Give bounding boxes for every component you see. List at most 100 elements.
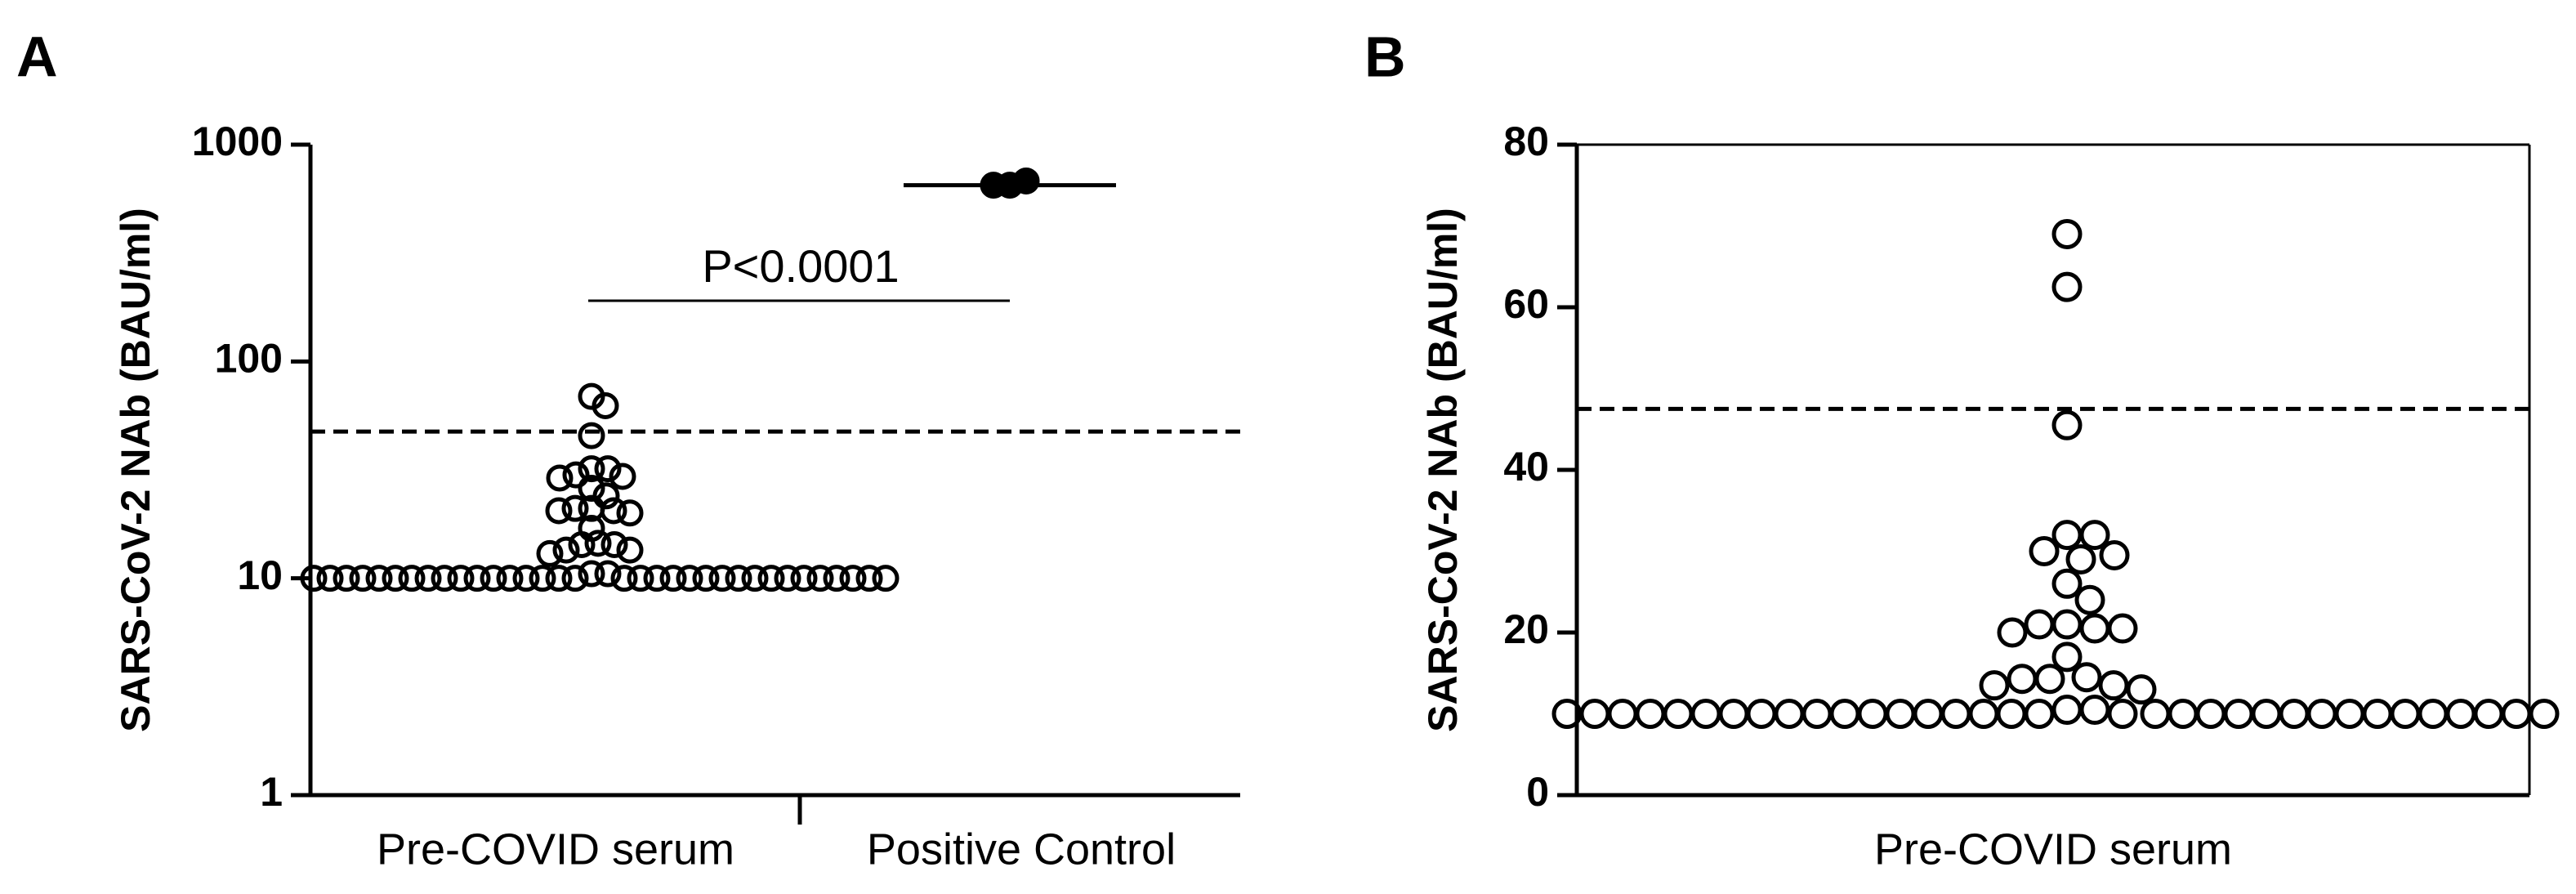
- data-point: [2251, 699, 2282, 729]
- data-point: [365, 565, 393, 592]
- data-point: [2126, 674, 2157, 705]
- data-point: [2445, 699, 2476, 729]
- data-point: [2418, 699, 2449, 729]
- data-point: [774, 565, 801, 592]
- data-point: [2334, 699, 2365, 729]
- data-point: [2051, 695, 2083, 726]
- data-point: [1551, 699, 1583, 729]
- data-point: [578, 475, 605, 503]
- data-point: [616, 536, 644, 564]
- data-point: [1718, 699, 1749, 729]
- data-point: [2390, 699, 2421, 729]
- data-point: [300, 565, 328, 592]
- data-point: [2099, 539, 2130, 570]
- data-point: [708, 565, 736, 592]
- data-point: [610, 565, 638, 592]
- data-point: [2501, 699, 2532, 729]
- data-point: [2107, 699, 2138, 729]
- x-tick-label: Pre-COVID serum: [377, 825, 734, 874]
- data-point: [1940, 699, 1971, 729]
- data-point: [594, 455, 622, 483]
- data-point: [545, 565, 573, 592]
- data-point: [2051, 520, 2083, 551]
- data-point: [2168, 699, 2199, 729]
- y-tick-label: 0: [1526, 769, 1549, 815]
- data-point: [529, 565, 556, 592]
- data-point: [609, 463, 636, 490]
- data-point: [431, 565, 458, 592]
- data-point: [536, 539, 564, 567]
- data-point: [463, 565, 491, 592]
- data-point: [2107, 613, 2138, 644]
- data-point: [1579, 699, 1610, 729]
- data-point: [578, 560, 605, 588]
- y-tick-label: 20: [1503, 606, 1549, 652]
- data-point: [659, 565, 687, 592]
- data-point: [2079, 520, 2110, 551]
- data-point: [2051, 218, 2083, 249]
- data-point: [545, 497, 573, 525]
- data-point: [1979, 670, 2010, 701]
- data-point: [561, 494, 589, 522]
- data-point: [2051, 609, 2083, 640]
- p-value: P<0.0001: [702, 240, 899, 292]
- data-point: [1774, 699, 1805, 729]
- data-point: [1663, 699, 1694, 729]
- y-tick-label: 1000: [192, 118, 283, 164]
- data-point: [2024, 609, 2055, 640]
- data-point: [2195, 699, 2226, 729]
- data-point: [414, 565, 442, 592]
- data-point: [2079, 613, 2110, 644]
- data-point: [592, 391, 619, 419]
- data-point: [382, 565, 409, 592]
- data-point: [600, 530, 628, 558]
- data-point: [2065, 543, 2096, 574]
- data-point: [839, 565, 867, 592]
- data-point: [2362, 699, 2393, 729]
- data-point: [1968, 699, 1999, 729]
- data-point: [1913, 699, 1944, 729]
- data-point: [1801, 699, 1833, 729]
- y-tick-label: 100: [215, 336, 283, 382]
- data-point: [2306, 699, 2337, 729]
- y-tick-label: 10: [237, 552, 283, 598]
- data-point: [496, 565, 524, 592]
- data-point: [2074, 584, 2105, 615]
- data-point: [2051, 409, 2083, 440]
- x-tick-label: Positive Control: [867, 825, 1176, 874]
- data-point: [1829, 699, 1860, 729]
- data-point: [512, 565, 540, 592]
- data-point: [855, 565, 883, 592]
- data-point: [627, 565, 654, 592]
- y-tick-label: 60: [1503, 281, 1549, 327]
- data-point: [2279, 699, 2310, 729]
- data-point: [823, 565, 850, 592]
- y-tick-label: 40: [1503, 444, 1549, 489]
- data-point: [2098, 670, 2129, 701]
- data-point: [600, 497, 627, 525]
- data-point: [561, 565, 589, 592]
- data-point: [2024, 699, 2055, 729]
- data-point: [2140, 699, 2171, 729]
- data-point: [1997, 617, 2028, 648]
- data-point: [578, 455, 605, 483]
- data-point: [1012, 167, 1040, 194]
- y-tick-label: 80: [1503, 118, 1549, 164]
- data-point: [568, 530, 596, 558]
- data-point: [546, 464, 574, 492]
- y-axis-label: SARS-CoV-2 NAb (BAU/ml): [1420, 208, 1466, 732]
- data-point: [316, 565, 344, 592]
- data-point: [741, 565, 769, 592]
- data-point: [790, 565, 818, 592]
- data-point: [552, 536, 580, 564]
- data-point: [1885, 699, 1916, 729]
- data-point: [2529, 699, 2560, 729]
- data-point: [2034, 664, 2065, 695]
- data-point: [2029, 536, 2060, 566]
- data-point: [584, 530, 612, 557]
- data-point: [2051, 271, 2083, 302]
- data-point: [594, 560, 622, 588]
- data-point: [2079, 695, 2110, 726]
